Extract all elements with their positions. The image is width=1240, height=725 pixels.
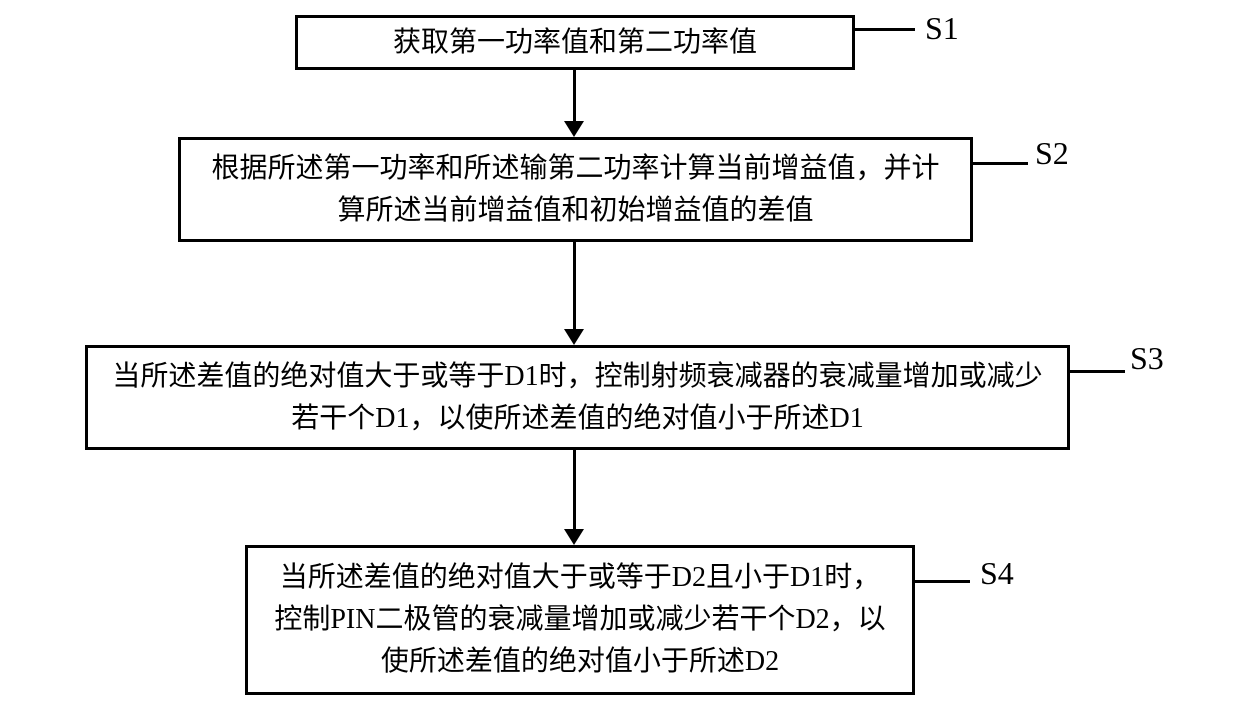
flowchart-node-s2: 根据所述第一功率和所述输第二功率计算当前增益值，并计算所述当前增益值和初始增益值… <box>178 137 973 242</box>
arrow-head-s1-s2 <box>564 121 584 137</box>
step-label-s1: S1 <box>925 10 959 47</box>
label-connector-s2 <box>973 162 1028 165</box>
step-label-text-s2: S2 <box>1035 135 1069 171</box>
node-text-s1: 获取第一功率值和第二功率值 <box>393 22 757 64</box>
step-label-text-s1: S1 <box>925 10 959 46</box>
step-label-s4: S4 <box>980 555 1014 592</box>
arrow-head-s3-s4 <box>564 529 584 545</box>
node-text-s4: 当所述差值的绝对值大于或等于D2且小于D1时，控制PIN二极管的衰减量增加或减少… <box>268 557 892 683</box>
label-connector-s1 <box>855 28 915 31</box>
flowchart-node-s1: 获取第一功率值和第二功率值 <box>295 15 855 70</box>
label-connector-s3 <box>1070 370 1125 373</box>
arrow-line-s3-s4 <box>573 450 576 529</box>
flowchart-node-s4: 当所述差值的绝对值大于或等于D2且小于D1时，控制PIN二极管的衰减量增加或减少… <box>245 545 915 695</box>
step-label-text-s4: S4 <box>980 555 1014 591</box>
flowchart-container: 获取第一功率值和第二功率值 S1 根据所述第一功率和所述输第二功率计算当前增益值… <box>0 0 1240 725</box>
step-label-s2: S2 <box>1035 135 1069 172</box>
flowchart-node-s3: 当所述差值的绝对值大于或等于D1时，控制射频衰减器的衰减量增加或减少若干个D1，… <box>85 345 1070 450</box>
step-label-text-s3: S3 <box>1130 340 1164 376</box>
label-connector-s4 <box>915 580 970 583</box>
node-text-s2: 根据所述第一功率和所述输第二功率计算当前增益值，并计算所述当前增益值和初始增益值… <box>201 148 950 232</box>
arrow-head-s2-s3 <box>564 329 584 345</box>
step-label-s3: S3 <box>1130 340 1164 377</box>
node-text-s3: 当所述差值的绝对值大于或等于D1时，控制射频衰减器的衰减量增加或减少若干个D1，… <box>108 356 1047 440</box>
arrow-line-s1-s2 <box>573 70 576 121</box>
arrow-line-s2-s3 <box>573 242 576 329</box>
